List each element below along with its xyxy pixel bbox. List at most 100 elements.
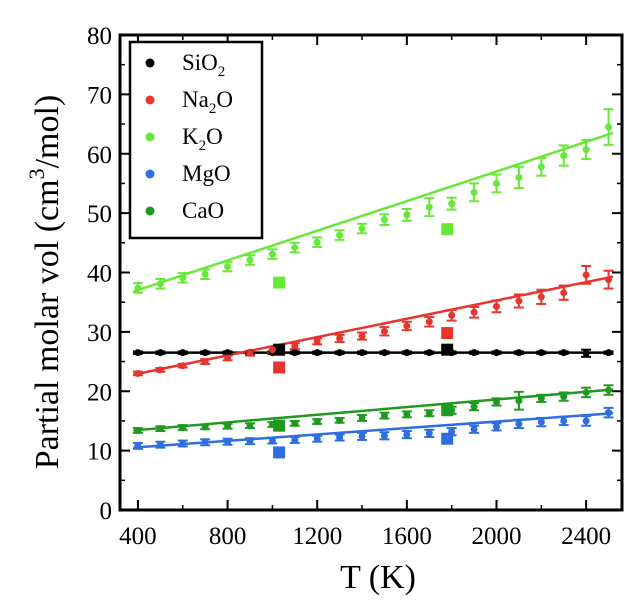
data-point-k2o [134, 284, 142, 292]
y-tick-label: 80 [87, 23, 112, 50]
data-point-cao [493, 398, 500, 406]
square-marker-mgo [441, 432, 454, 445]
data-point-mgo [515, 420, 523, 428]
data-point-k2o [179, 274, 187, 282]
data-point-cao [336, 416, 344, 424]
data-point-sio2 [156, 349, 164, 357]
data-point-sio2 [179, 349, 187, 357]
data-point-mgo [156, 441, 164, 449]
data-point-k2o [156, 280, 164, 288]
y-tick-label: 40 [87, 261, 112, 288]
square-marker-cao [441, 404, 454, 417]
data-point-mgo [605, 409, 613, 417]
data-point-k2o [313, 238, 321, 246]
data-point-mgo [560, 417, 568, 425]
y-tick-label: 0 [100, 498, 113, 525]
data-point-k2o [515, 174, 523, 181]
data-point-k2o [224, 263, 232, 271]
data-point-na2o [358, 332, 366, 340]
legend-label: CaO [182, 198, 224, 223]
data-point-mgo [134, 442, 142, 450]
data-point-na2o [605, 276, 613, 284]
data-point-cao [179, 423, 187, 431]
legend-marker [145, 169, 155, 179]
data-point-sio2 [582, 349, 590, 357]
square-marker-cao [273, 419, 286, 432]
square-marker-mgo [273, 446, 286, 459]
y-tick-label: 30 [87, 320, 112, 347]
axis-ticks: 0 10 20 30 40 50 60 70 80 400 800 1200 1600 2000 2400 [87, 23, 622, 550]
data-point-k2o [560, 152, 568, 160]
data-point-mgo [582, 417, 590, 425]
legend-label: SiO2 [182, 50, 225, 80]
data-point-mgo [179, 440, 187, 447]
data-point-na2o [403, 322, 411, 330]
data-point-cao [537, 394, 545, 402]
fit-lines [133, 131, 614, 449]
data-point-mgo [224, 438, 232, 446]
data-point-k2o [425, 203, 433, 211]
data-point-na2o [448, 311, 456, 319]
data-point-mgo [246, 437, 254, 445]
data-point-na2o [493, 302, 500, 310]
data-point-k2o [380, 216, 388, 224]
y-tick-label: 70 [87, 82, 112, 109]
x-axis-title: T (K) [340, 559, 416, 596]
data-point-sio2 [224, 349, 232, 357]
data-point-cao [425, 409, 433, 417]
data-point-sio2 [560, 349, 568, 357]
data-point-na2o [313, 337, 321, 345]
x-tick-label: 2400 [561, 523, 611, 550]
data-point-na2o [134, 369, 142, 377]
data-point-k2o [291, 244, 299, 252]
legend-marker [145, 58, 155, 68]
data-point-k2o [336, 231, 344, 239]
data-point-mgo [493, 423, 500, 431]
legend-label: MgO [182, 161, 231, 186]
legend-marker [145, 132, 155, 142]
data-point-na2o [224, 354, 232, 362]
data-point-k2o [246, 256, 254, 264]
data-point-cao [246, 422, 254, 430]
data-point-mgo [470, 425, 478, 433]
data-point-sio2 [515, 349, 523, 357]
data-point-sio2 [403, 349, 411, 357]
data-point-sio2 [537, 349, 545, 357]
data-point-na2o [201, 358, 209, 366]
y-tick-label: 10 [87, 439, 112, 466]
data-point-cao [313, 418, 321, 426]
data-point-na2o [268, 346, 276, 354]
data-point-mgo [537, 418, 545, 426]
square-marker-k2o [273, 276, 286, 289]
data-point-cao [291, 419, 299, 427]
data-point-mgo [201, 438, 209, 446]
data-point-k2o [582, 146, 590, 154]
data-point-k2o [605, 123, 613, 131]
data-point-na2o [425, 318, 433, 326]
data-point-mgo [380, 432, 388, 440]
data-point-cao [560, 393, 568, 401]
data-point-na2o [515, 297, 523, 305]
data-point-sio2 [470, 349, 478, 357]
data-point-cao [156, 425, 164, 433]
legend-label: Na2O [182, 87, 233, 117]
data-point-k2o [201, 270, 209, 278]
data-point-cao [582, 388, 590, 396]
data-point-mgo [336, 434, 344, 442]
data-point-sio2 [336, 349, 344, 357]
data-point-cao [403, 410, 411, 418]
data-point-mgo [268, 437, 276, 445]
data-point-na2o [336, 334, 344, 342]
data-point-sio2 [425, 349, 433, 357]
data-point-na2o [537, 293, 545, 301]
data-point-cao [201, 423, 209, 431]
data-point-k2o [358, 225, 366, 233]
data-point-cao [224, 422, 232, 430]
data-point-sio2 [291, 349, 299, 357]
square-marker-k2o [441, 223, 454, 236]
data-point-sio2 [313, 349, 321, 357]
data-point-k2o [493, 179, 500, 187]
data-point-na2o [560, 289, 568, 297]
data-point-cao [358, 414, 366, 422]
